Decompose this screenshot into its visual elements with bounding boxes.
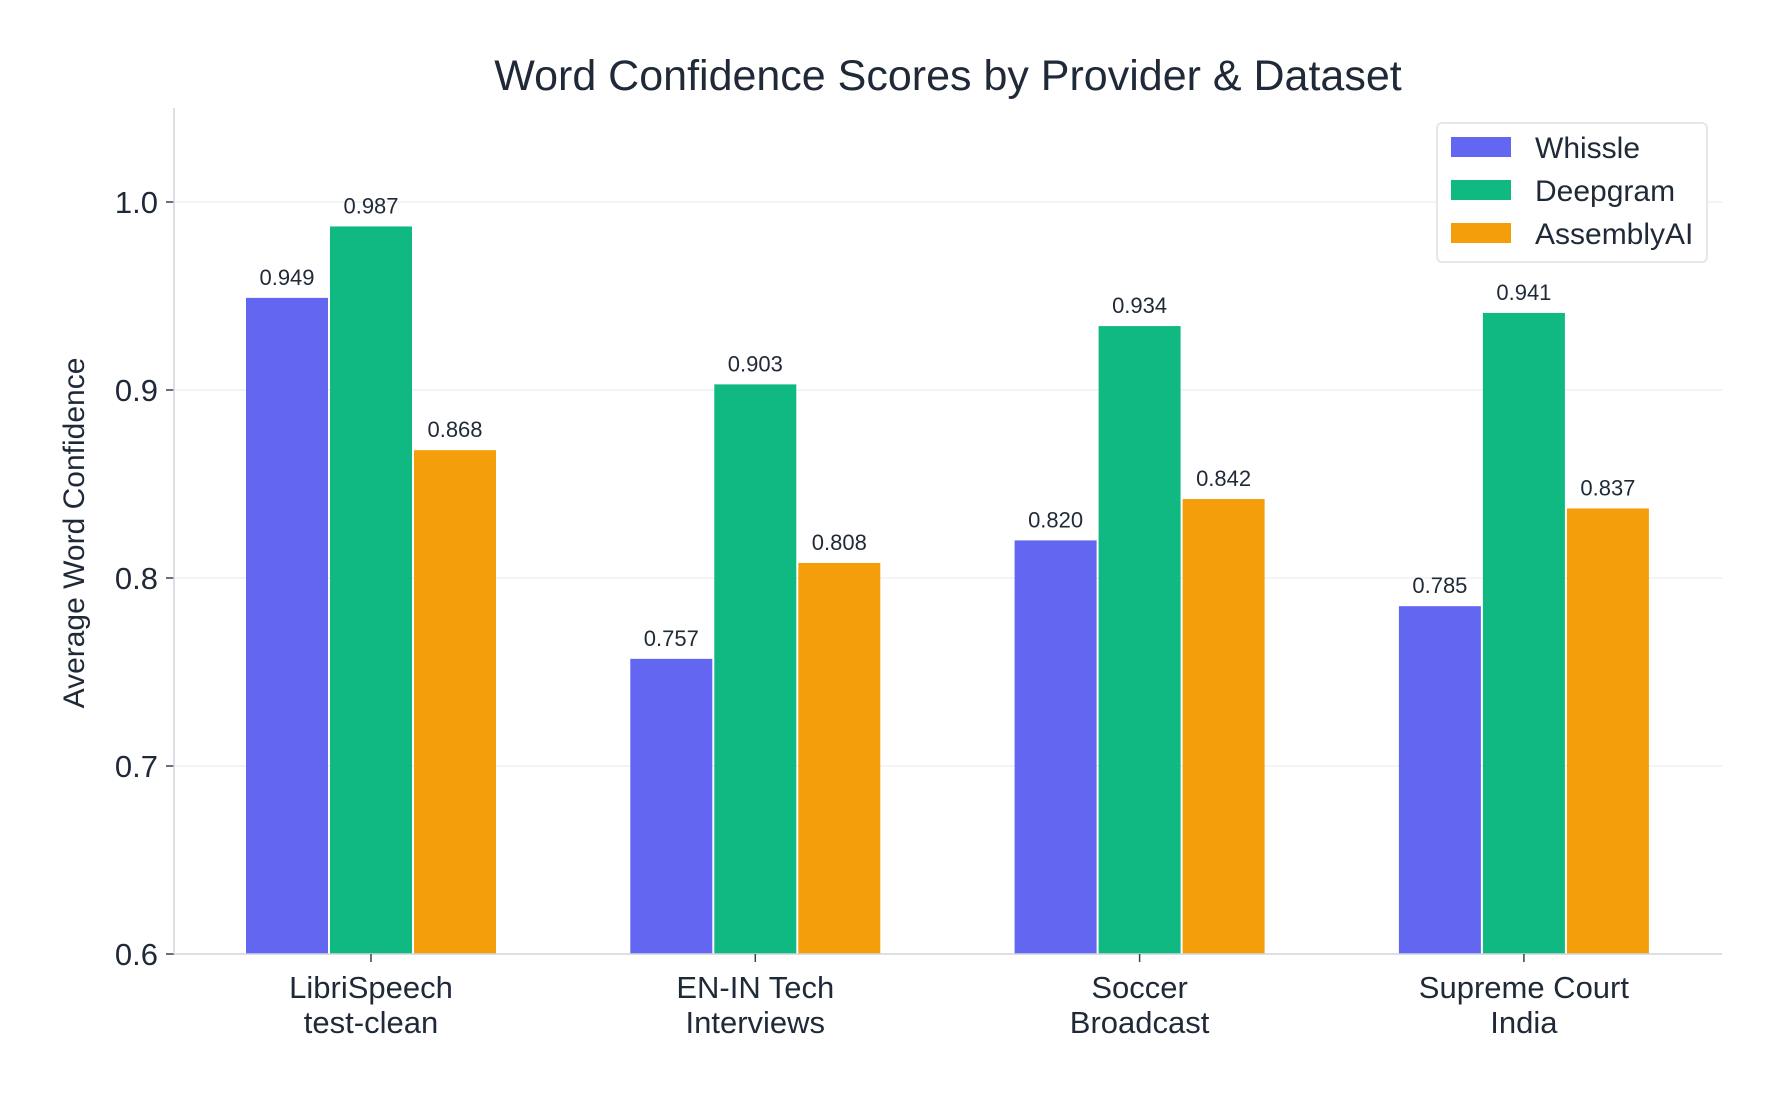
bar-value-label: 0.987: [343, 193, 398, 218]
legend-swatch: [1451, 180, 1511, 200]
y-tick-label: 0.6: [115, 937, 158, 972]
bar-assemblyai: [798, 562, 881, 954]
y-tick-label: 0.7: [115, 749, 158, 784]
legend-label: Deepgram: [1535, 175, 1675, 208]
legend: Whissle Deepgram AssemblyAI: [1436, 122, 1708, 263]
bar-value-label: 0.808: [812, 530, 867, 555]
x-tick-label: Interviews: [686, 1005, 826, 1040]
x-tick-label: Soccer: [1091, 970, 1187, 1005]
y-tick-label: 0.9: [115, 373, 158, 408]
legend-label: AssemblyAI: [1535, 218, 1693, 251]
bar-assemblyai: [414, 450, 496, 954]
legend-swatch: [1451, 137, 1511, 157]
y-tick-label: 1.0: [115, 185, 158, 220]
x-tick-label: LibriSpeech: [289, 970, 453, 1005]
bar-assemblyai: [1566, 508, 1649, 954]
bar-value-label: 0.757: [644, 626, 699, 651]
bar-whissle: [1014, 540, 1097, 954]
x-tick-label: EN-IN Tech: [676, 970, 834, 1005]
bar-value-label: 0.941: [1496, 280, 1551, 305]
x-tick-label: India: [1490, 1005, 1558, 1040]
bar-deepgram: [714, 384, 797, 954]
bar-value-label: 0.934: [1112, 293, 1167, 318]
legend-swatch: [1451, 223, 1511, 243]
chart-title: Word Confidence Scores by Provider & Dat…: [494, 52, 1401, 100]
bar-value-label: 0.785: [1412, 573, 1467, 598]
x-tick-label: Broadcast: [1070, 1005, 1210, 1040]
bar-deepgram: [1482, 312, 1565, 954]
bar-whissle: [1398, 606, 1481, 954]
bar-whissle: [246, 297, 328, 954]
bar-deepgram: [1098, 326, 1181, 955]
y-axis-label: Average Word Confidence: [58, 358, 91, 709]
bar-value-label: 0.820: [1028, 507, 1083, 532]
x-tick-label: Supreme Court: [1419, 970, 1630, 1005]
bar-value-label: 0.949: [259, 265, 314, 290]
bar-value-label: 0.903: [728, 351, 783, 376]
bar-value-label: 0.868: [427, 417, 482, 442]
bar-value-label: 0.837: [1580, 475, 1635, 500]
bar-assemblyai: [1182, 499, 1265, 954]
bar-value-label: 0.842: [1196, 466, 1251, 491]
y-tick-label: 0.8: [115, 561, 158, 596]
x-tick-label: test-clean: [304, 1005, 438, 1040]
bar-deepgram: [330, 226, 412, 954]
bar-whissle: [630, 658, 713, 954]
legend-label: Whissle: [1535, 132, 1640, 165]
